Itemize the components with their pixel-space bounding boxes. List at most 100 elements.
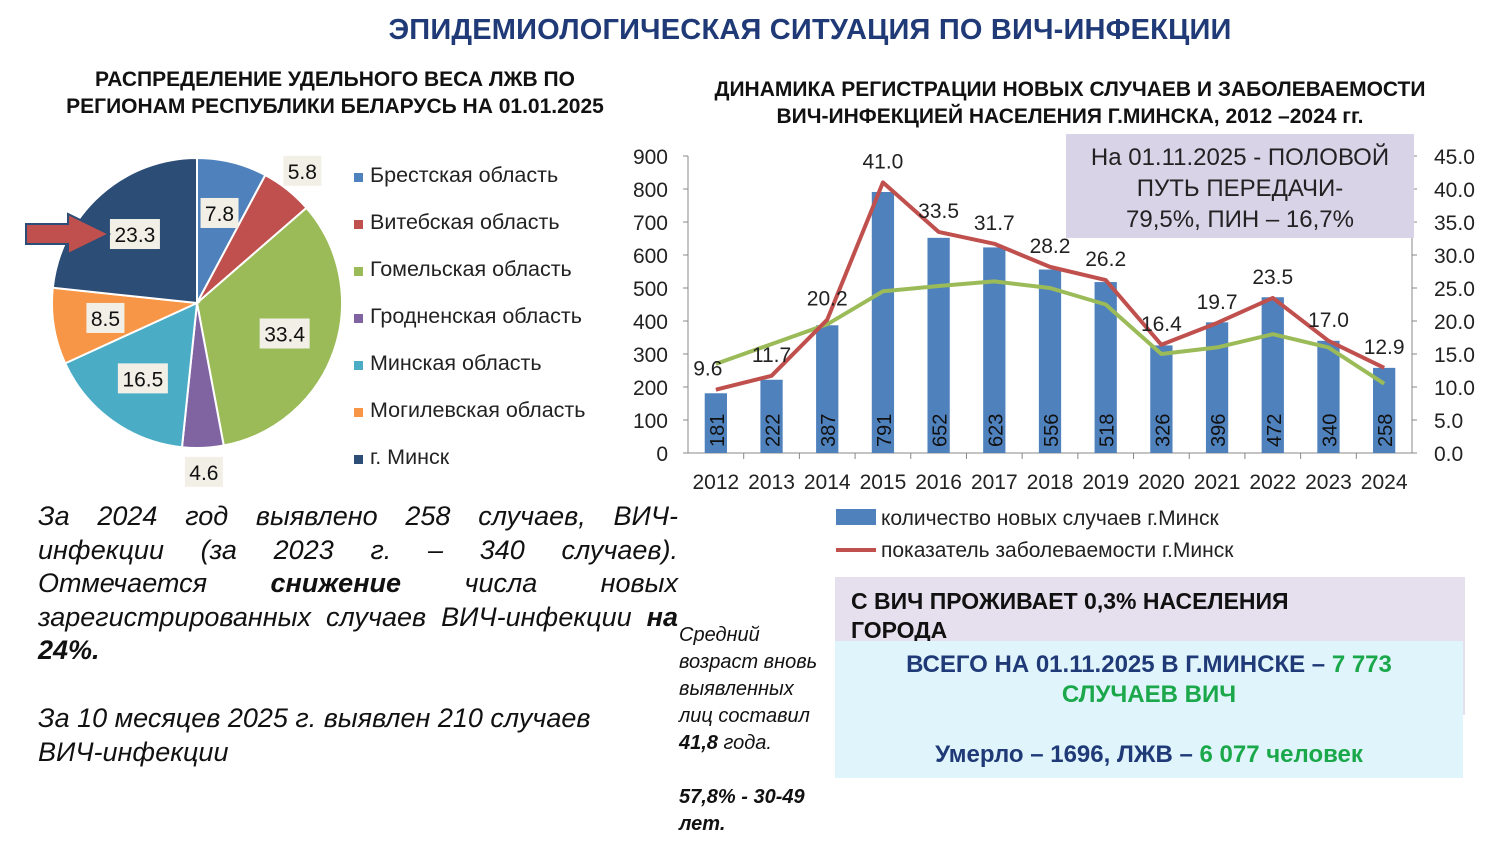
bar-2018 bbox=[1038, 269, 1062, 453]
left-tick-label-8: 800 bbox=[633, 179, 668, 202]
summary-2025-line2: ВИЧ-инфекции bbox=[38, 736, 229, 767]
bar-chart-title: ДИНАМИКА РЕГИСТРАЦИИ НОВЫХ СЛУЧАЕВ И ЗАБ… bbox=[640, 76, 1500, 130]
age-note-spacer bbox=[679, 757, 829, 784]
pie-label-box-0 bbox=[200, 197, 239, 228]
pie-chart-title: РАСПРЕДЕЛЕНИЕ УДЕЛЬНОГО ВЕСА ЛЖВ ПО РЕГИ… bbox=[66, 68, 604, 118]
left-tick-label-0: 0 bbox=[656, 443, 668, 466]
legend-label-1: Витебская область bbox=[370, 210, 560, 234]
rate-value-label-2012: 9.6 bbox=[693, 358, 722, 381]
bar-value-label-2018: 556 bbox=[1041, 414, 1063, 447]
average-age-value: 41,8 bbox=[679, 732, 718, 754]
legend-swatch-3 bbox=[354, 314, 363, 323]
bar-value-label-2013: 222 bbox=[763, 414, 785, 447]
age-note-l5-rest: года. bbox=[717, 732, 772, 754]
legend-bar-swatch bbox=[836, 509, 876, 525]
left-tick-label-5: 500 bbox=[633, 278, 668, 301]
summary-line3: Отмечается снижение числа новых bbox=[38, 567, 678, 601]
bar-2016 bbox=[927, 237, 950, 453]
summary-line4: зарегистрированных случаев ВИЧ-инфекции … bbox=[38, 601, 678, 635]
total-cases-label: ВСЕГО НА 01.11.2025 В Г.МИНСКЕ – bbox=[906, 651, 1332, 678]
summary-line1: За 2024 год выявлено 258 случаев, ВИЧ- bbox=[38, 501, 678, 531]
legend-bar-label: количество новых случаев г.Минск bbox=[881, 507, 1219, 530]
right-tick-label-7: 35.0 bbox=[1434, 212, 1475, 235]
total-cases-box: ВСЕГО НА 01.11.2025 В Г.МИНСКЕ – 7 773 С… bbox=[835, 641, 1463, 778]
page-title: ЭПИДЕМИОЛОГИЧЕСКАЯ СИТУАЦИЯ ПО ВИЧ-ИНФЕК… bbox=[388, 14, 1232, 46]
rate-value-label-2020: 16.4 bbox=[1141, 313, 1182, 336]
legend-swatch-1 bbox=[354, 220, 363, 229]
plhiv-value: 6 077 человек bbox=[1199, 741, 1363, 768]
age-note-l5: 41,8 года. bbox=[679, 730, 829, 757]
age-note-l1: Средний bbox=[679, 624, 760, 646]
decrease-percent: 24%. bbox=[38, 635, 100, 665]
bar-value-label-2014: 387 bbox=[818, 414, 840, 447]
legend-swatch-4 bbox=[354, 361, 363, 370]
bar-2012 bbox=[704, 393, 727, 453]
x-tick-label-1: 2013 bbox=[748, 471, 795, 494]
legend-swatch-5 bbox=[354, 408, 363, 417]
summary-line3-b: числа новых bbox=[401, 568, 679, 598]
legend-label-0: Брестская область bbox=[370, 163, 558, 187]
summary-line2: инфекции (за 2023 г. – 340 случаев). bbox=[38, 534, 678, 565]
legend-label-6: г. Минск bbox=[370, 445, 450, 469]
bar-2019 bbox=[1094, 282, 1117, 453]
x-tick-label-4: 2016 bbox=[915, 471, 962, 494]
total-cases-unit: СЛУЧАЕВ ВИЧ bbox=[1061, 681, 1237, 708]
bar-2015 bbox=[871, 191, 895, 453]
bar-value-label-2022: 472 bbox=[1264, 414, 1286, 447]
line-series-2 bbox=[715, 279, 1386, 386]
x-tick-label-12: 2024 bbox=[1361, 471, 1408, 494]
line-series-1 bbox=[715, 180, 1386, 392]
rate-value-label-2017: 31.7 bbox=[974, 212, 1015, 235]
x-tick-label-8: 2020 bbox=[1138, 471, 1185, 494]
rate-value-label-2018: 28.2 bbox=[1030, 235, 1071, 258]
legend-label-5: Могилевская область bbox=[370, 398, 585, 422]
pie-label-box-6 bbox=[109, 219, 160, 250]
transmission-note-line2: ПУТЬ ПЕРЕДАЧИ- bbox=[1136, 175, 1344, 202]
bar-2014 bbox=[816, 325, 839, 453]
rate-value-label-2024: 12.9 bbox=[1364, 336, 1405, 359]
bar-chart-title-line2: ВИЧ-ИНФЕКЦИЕЙ НАСЕЛЕНИЯ Г.МИНСКА, 2012 –… bbox=[776, 105, 1364, 128]
rate-value-label-2021: 19.7 bbox=[1197, 291, 1238, 314]
population-share-line2: ГОРОДА bbox=[851, 617, 948, 643]
bar-value-label-2024: 258 bbox=[1375, 414, 1397, 447]
left-tick-label-9: 900 bbox=[633, 146, 668, 169]
total-cases-spacer bbox=[835, 710, 1463, 740]
decrease-emphasis: снижение bbox=[270, 568, 402, 598]
pie-value-label-3: 4.6 bbox=[189, 462, 218, 485]
x-tick-label-6: 2018 bbox=[1027, 471, 1074, 494]
pie-label-box-3 bbox=[184, 456, 223, 487]
pie-label-box-2 bbox=[259, 318, 310, 349]
summary-2024-paragraph: За 2024 год выявлено 258 случаев, ВИЧ- и… bbox=[38, 500, 678, 668]
pie-label-box-5 bbox=[86, 302, 125, 333]
x-tick-label-10: 2022 bbox=[1249, 471, 1296, 494]
total-cases-value: 7 773 bbox=[1331, 651, 1392, 678]
age-note: Средний возраст вновь выявленных лиц сос… bbox=[679, 622, 829, 838]
rate-value-label-2019: 26.2 bbox=[1085, 248, 1126, 271]
bar-value-label-2016: 652 bbox=[930, 414, 952, 447]
x-tick-label-7: 2019 bbox=[1082, 471, 1129, 494]
legend-label-2: Гомельская область bbox=[370, 257, 572, 281]
bar-2024 bbox=[1373, 367, 1396, 453]
right-tick-label-2: 10.0 bbox=[1434, 377, 1475, 400]
right-tick-label-1: 5.0 bbox=[1434, 410, 1463, 433]
deaths-label: Умерло – 1696, ЛЖВ – bbox=[935, 741, 1200, 768]
left-tick-label-4: 400 bbox=[633, 311, 668, 334]
right-tick-label-5: 25.0 bbox=[1434, 278, 1475, 301]
right-tick-label-3: 15.0 bbox=[1434, 344, 1475, 367]
left-tick-label-6: 600 bbox=[633, 245, 668, 268]
bar-chart-title-line1: ДИНАМИКА РЕГИСТРАЦИИ НОВЫХ СЛУЧАЕВ И ЗАБ… bbox=[714, 78, 1426, 101]
population-share-line1: С ВИЧ ПРОЖИВАЕТ 0,3% НАСЕЛЕНИЯ bbox=[851, 588, 1289, 614]
bar-value-label-2017: 623 bbox=[985, 414, 1007, 447]
age-note-l3: выявленных bbox=[679, 678, 794, 700]
x-tick-label-9: 2021 bbox=[1194, 471, 1241, 494]
age-note-l2: возраст вновь bbox=[679, 651, 818, 673]
right-tick-label-0: 0.0 bbox=[1434, 443, 1463, 466]
pie-label-box-4 bbox=[117, 363, 168, 394]
pie-value-label-2: 33.4 bbox=[264, 324, 305, 347]
right-tick-label-9: 45.0 bbox=[1434, 146, 1475, 169]
pie-value-label-6: 23.3 bbox=[114, 224, 155, 247]
rate-value-label-2023: 17.0 bbox=[1308, 309, 1349, 332]
rate-value-label-2014: 20.2 bbox=[807, 288, 848, 311]
left-tick-label-7: 700 bbox=[633, 212, 668, 235]
summary-2025-paragraph: За 10 месяцев 2025 г. выявлен 210 случае… bbox=[38, 702, 638, 769]
